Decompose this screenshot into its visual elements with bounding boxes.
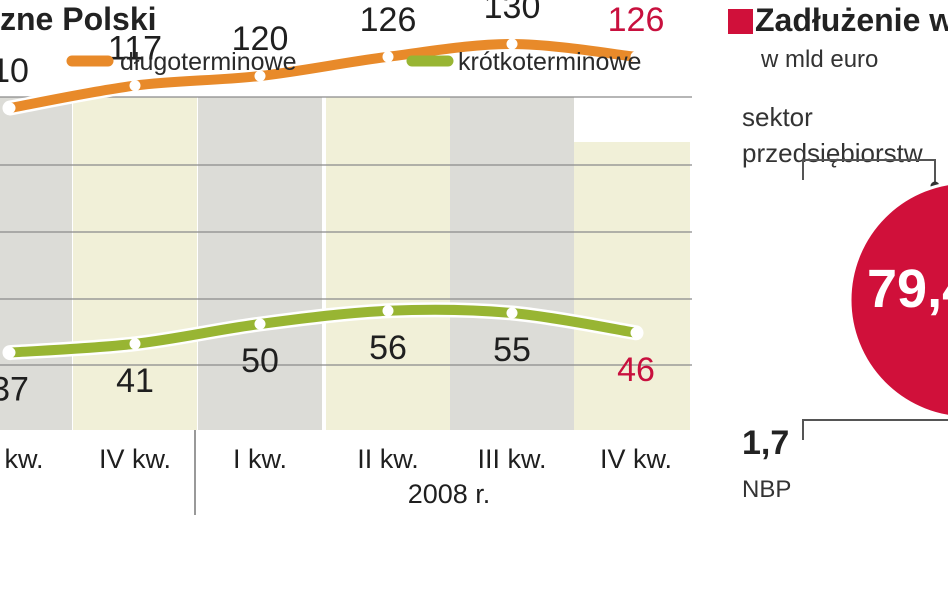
panel-title: Zadłużenie w [755, 2, 948, 38]
data-label: 126 [360, 1, 417, 39]
data-label: 55 [493, 331, 531, 369]
data-point [382, 51, 394, 63]
sector-leader-line [802, 159, 936, 186]
debt-line-chart: 10 117 120 126 130 126 37 41 50 56 55 46 kw. IV kw. I… [0, 0, 692, 515]
x-tick-label: IV kw. [600, 444, 672, 474]
data-point [630, 51, 642, 63]
debt-structure-panel: Zadłużenie w w mld euro sektor przedsięb… [705, 0, 948, 593]
data-label: 117 [108, 30, 162, 68]
data-point [506, 38, 518, 50]
x-tick-label: III kw. [477, 444, 546, 474]
chart-band [198, 97, 322, 430]
nbp-value: 1,7 [742, 424, 790, 462]
x-tick-label: kw. [4, 444, 43, 474]
chart-title: zne Polski [0, 1, 157, 37]
chart-header: zne Polski długoterminowe krótkoterminowe [0, 1, 641, 76]
data-label: 46 [617, 351, 655, 389]
chart-gridlines [0, 96, 692, 515]
data-label: 126 [608, 1, 665, 39]
year-label: 2008 r. [408, 479, 491, 509]
sector-label-line1: sektor [742, 102, 813, 132]
data-label: 120 [232, 20, 289, 58]
pie-graphic [802, 159, 948, 440]
legend-square-icon [728, 9, 753, 34]
data-point [129, 80, 141, 92]
data-point [382, 305, 394, 317]
data-label: 130 [484, 0, 541, 26]
data-label: 41 [116, 362, 154, 400]
data-point [630, 327, 642, 339]
data-point [254, 318, 266, 330]
legend-label: długoterminowe [120, 48, 297, 76]
series-line [5, 38, 641, 113]
chart-series-lines [2, 36, 644, 361]
data-point [254, 70, 266, 82]
data-point [4, 347, 16, 359]
nbp-leader-line [802, 419, 948, 440]
chart-value-labels: 10 117 120 126 130 126 37 41 50 56 55 46 [0, 0, 664, 409]
chart-band [73, 97, 197, 430]
chart-band [450, 97, 574, 430]
data-label: 37 [0, 371, 29, 409]
chart-x-ticks: kw. IV kw. I kw. II kw. III kw. IV kw. 2008 r. [4, 444, 672, 509]
data-point [4, 102, 16, 114]
data-label: 50 [241, 342, 279, 380]
sector-label-line2: przedsiębiorstw [742, 138, 923, 168]
chart-points [4, 38, 642, 359]
data-point [506, 307, 518, 319]
sector-value: 79,4 [867, 259, 948, 319]
x-tick-label: IV kw. [99, 444, 171, 474]
chart-bands [0, 97, 690, 430]
data-label: 56 [369, 329, 407, 367]
nbp-label: NBP [742, 476, 792, 503]
pie-slice-enterprises [848, 182, 948, 418]
chart-band [326, 97, 450, 430]
x-tick-label: II kw. [357, 444, 419, 474]
x-tick-label: I kw. [233, 444, 287, 474]
panel-unit: w mld euro [761, 46, 879, 73]
chart-band [0, 97, 72, 430]
chart-band [574, 142, 690, 430]
data-point [129, 338, 141, 350]
series-line [5, 304, 641, 358]
legend-label: krótkoterminowe [458, 48, 641, 76]
data-label: 10 [0, 52, 29, 90]
